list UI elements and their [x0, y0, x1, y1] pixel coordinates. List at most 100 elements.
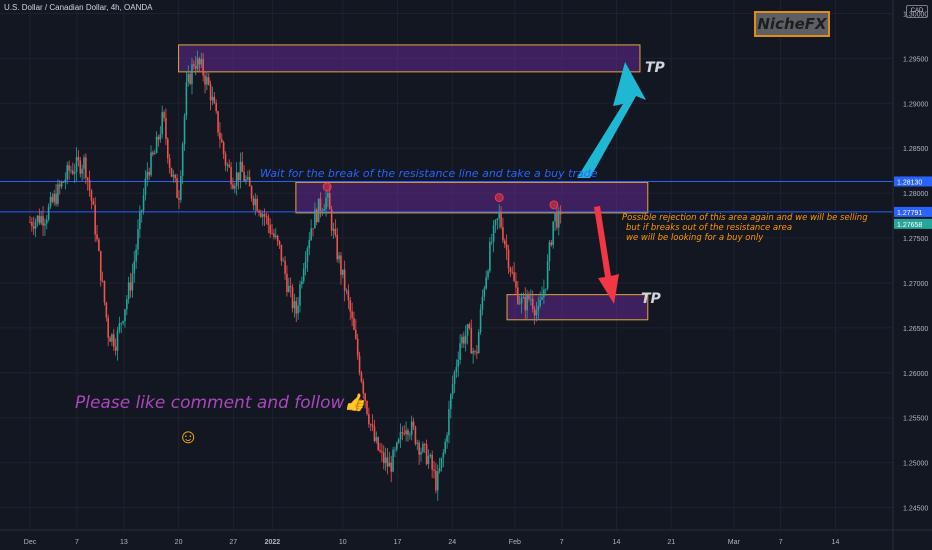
candle-up	[498, 212, 500, 219]
candle-down	[178, 197, 180, 200]
candle-down	[286, 273, 288, 292]
candle-down	[503, 240, 506, 245]
candle-up	[155, 136, 158, 154]
candle-up	[44, 223, 46, 226]
candle-down	[509, 268, 512, 272]
candle-up	[185, 82, 188, 116]
candle-down	[362, 381, 365, 394]
candle-up	[66, 165, 69, 180]
candle-up	[554, 212, 556, 222]
candle-down	[507, 249, 510, 269]
candle-up	[492, 225, 495, 242]
candle-down	[193, 64, 195, 67]
candle-up	[70, 170, 72, 172]
candle-up	[196, 58, 199, 69]
candle-down	[347, 290, 350, 301]
candle-up	[73, 172, 76, 174]
candle-down	[194, 66, 197, 69]
candle-up	[342, 269, 344, 275]
candle-down	[379, 449, 381, 452]
candle-down	[263, 214, 266, 217]
candle-down	[243, 171, 245, 182]
candle-down	[265, 216, 268, 218]
candle-up	[293, 301, 296, 309]
candle-down	[368, 414, 370, 425]
candle-down	[148, 171, 150, 176]
candle-down	[531, 298, 534, 309]
candle-up	[191, 64, 193, 84]
candle-up	[310, 228, 312, 240]
break-note: Wait for the break of the resistance lin…	[260, 167, 598, 180]
candle-up	[127, 282, 130, 300]
follow-text: Please like comment and follow	[75, 393, 345, 413]
time-tick-label: 7	[560, 539, 564, 546]
candle-down	[528, 293, 530, 299]
candle-down	[386, 457, 389, 467]
candles-layer	[29, 50, 562, 501]
candle-down	[29, 221, 31, 223]
candle-down	[55, 193, 57, 204]
candle-up	[126, 299, 128, 310]
candle-down	[215, 103, 217, 112]
candle-up	[200, 59, 203, 65]
candle-up	[496, 218, 499, 221]
currency-badge[interactable]: CAD	[906, 5, 928, 18]
candle-up	[552, 221, 554, 246]
candle-up	[118, 323, 121, 331]
candle-down	[85, 157, 87, 178]
candle-down	[511, 271, 514, 273]
candle-up	[464, 335, 467, 344]
candle-up	[235, 172, 238, 187]
candle-up	[487, 271, 489, 278]
candle-up	[446, 435, 448, 442]
candle-up	[436, 471, 439, 491]
price-tick-label: 1.25000	[903, 461, 928, 468]
candle-down	[129, 282, 132, 291]
candle-down	[373, 426, 376, 441]
candle-up	[338, 255, 340, 260]
candle-down	[165, 117, 167, 139]
candle-down	[68, 165, 70, 171]
candle-down	[366, 400, 368, 415]
tp-upper-label: TP	[645, 60, 665, 76]
candle-up	[422, 443, 424, 452]
candle-up	[490, 241, 493, 243]
candle-up	[420, 451, 422, 455]
candle-up	[111, 334, 113, 342]
price-label-box	[894, 218, 932, 229]
candle-down	[336, 235, 339, 260]
candle-down	[250, 186, 253, 199]
candle-down	[377, 437, 379, 450]
candle-down	[101, 280, 104, 282]
candle-down	[401, 432, 404, 434]
candle-down	[505, 244, 508, 250]
resistance-zone	[295, 181, 649, 214]
candle-down	[168, 158, 171, 168]
time-tick-label: 13	[120, 539, 128, 546]
candle-up	[120, 323, 123, 324]
candle-down	[330, 209, 333, 231]
candle-down	[470, 328, 473, 354]
candle-down	[474, 350, 476, 352]
candle-up	[438, 467, 441, 472]
candle-down	[433, 469, 435, 471]
candle-up	[451, 384, 454, 395]
candle-up	[409, 434, 411, 436]
candle-down	[513, 272, 515, 282]
candle-up	[410, 421, 413, 435]
candle-down	[360, 372, 363, 382]
candle-down	[334, 228, 337, 236]
price-tick-label: 1.26000	[903, 371, 928, 378]
time-axis: Dec 7 13 20 27 2022 10 17 24 Feb 7 14 21 Mar 7 14	[0, 529, 932, 546]
candle-up	[394, 449, 396, 451]
candle-up	[397, 439, 400, 443]
candle-down	[202, 59, 204, 76]
candle-up	[405, 430, 407, 435]
candle-down	[99, 250, 102, 281]
candle-down	[88, 179, 91, 191]
time-tick-label: 2022	[265, 539, 281, 546]
candle-down	[98, 239, 100, 251]
candle-down	[463, 336, 465, 344]
